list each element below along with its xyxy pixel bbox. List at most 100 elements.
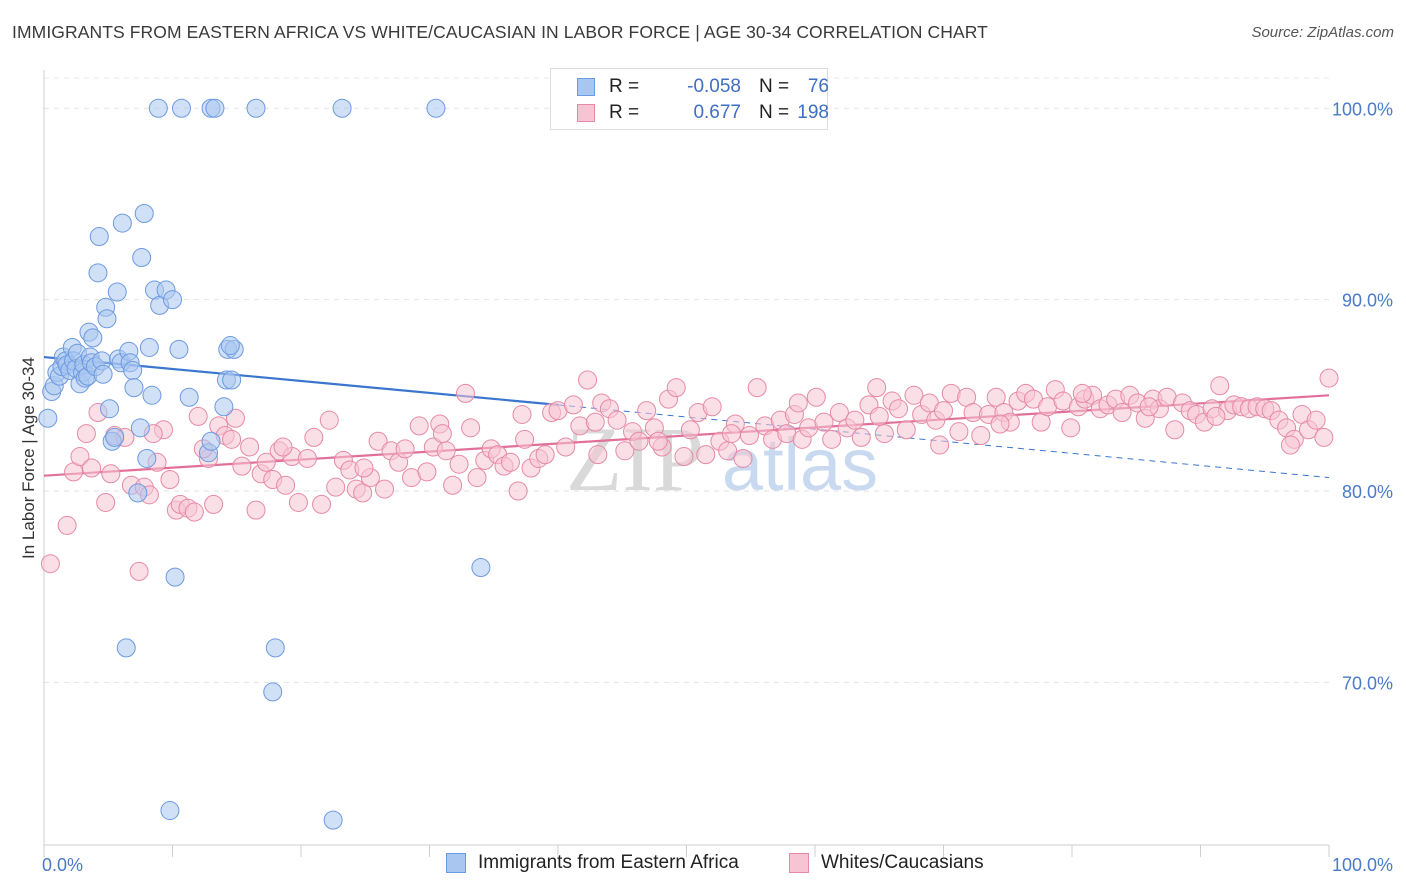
data-point: [629, 431, 649, 451]
data-point: [124, 378, 144, 398]
data-point: [1314, 427, 1334, 447]
data-point: [851, 427, 871, 447]
data-point: [368, 431, 388, 451]
data-point: [467, 468, 487, 488]
data-point: [535, 445, 555, 465]
data-point: [395, 439, 415, 459]
data-point: [1210, 376, 1230, 396]
legend-n-value: 198: [797, 102, 829, 123]
data-point: [500, 452, 520, 472]
data-point: [1112, 403, 1132, 423]
series-eastern-africa: [38, 98, 491, 830]
data-point: [563, 395, 583, 415]
data-point: [76, 424, 96, 444]
legend-n-label: N =: [759, 76, 790, 97]
data-point: [739, 425, 759, 445]
data-point: [319, 410, 339, 430]
data-point: [297, 448, 317, 468]
data-point: [680, 420, 700, 440]
data-point: [70, 447, 90, 467]
series-whites: [40, 368, 1339, 581]
data-point: [1061, 418, 1081, 438]
data-point: [232, 456, 252, 476]
data-point: [889, 399, 909, 419]
data-point: [607, 410, 627, 430]
chart-title: IMMIGRANTS FROM EASTERN AFRICA VS WHITE/…: [12, 22, 988, 42]
data-points: [38, 98, 1339, 830]
y-tick-label: 70.0%: [1342, 673, 1393, 693]
bottom-legend-label: Whites/Caucasians: [821, 852, 984, 873]
data-point: [674, 447, 694, 467]
data-point: [461, 418, 481, 438]
data-point: [184, 502, 204, 522]
data-point: [867, 378, 887, 398]
data-point: [214, 397, 234, 417]
data-point: [288, 492, 308, 512]
data-point: [101, 464, 121, 484]
data-point: [515, 429, 535, 449]
data-point: [666, 378, 686, 398]
data-point: [179, 387, 199, 407]
y-axis-label: In Labor Force | Age 30-34: [19, 357, 38, 559]
y-tick-label: 100.0%: [1332, 99, 1393, 119]
data-point: [96, 492, 116, 512]
bottom-legend-label: Immigrants from Eastern Africa: [478, 852, 739, 873]
data-point: [326, 477, 346, 497]
data-point: [814, 412, 834, 432]
data-point: [1072, 383, 1092, 403]
data-point: [747, 378, 767, 398]
data-point: [449, 454, 469, 474]
data-point: [443, 475, 463, 495]
data-point: [204, 494, 224, 514]
data-point: [332, 98, 352, 118]
data-point: [139, 337, 159, 357]
axes: [43, 70, 1330, 857]
data-point: [588, 445, 608, 465]
data-point: [896, 420, 916, 440]
data-point: [615, 441, 635, 461]
data-point: [1165, 420, 1185, 440]
data-point: [134, 204, 154, 224]
data-point: [128, 483, 148, 503]
data-point: [1206, 406, 1226, 426]
data-point: [160, 470, 180, 490]
data-point: [508, 481, 528, 501]
data-point: [105, 427, 125, 447]
legend-r-label: R =: [609, 102, 640, 123]
data-point: [432, 424, 452, 444]
data-point: [471, 558, 491, 578]
data-point: [990, 414, 1010, 434]
data-point: [107, 282, 127, 302]
data-point: [696, 445, 716, 465]
data-point: [585, 412, 605, 432]
data-point: [246, 98, 266, 118]
data-point: [1306, 410, 1326, 430]
bottom-legend-swatch-pink: [789, 853, 809, 873]
legend-swatch-pink: [577, 104, 595, 122]
data-point: [222, 429, 242, 449]
data-point: [455, 383, 475, 403]
data-point: [82, 458, 102, 478]
tick-labels: 100.0% 90.0% 80.0% 70.0% 0.0% 100.0%: [42, 99, 1393, 875]
data-point: [869, 406, 889, 426]
data-point: [263, 682, 283, 702]
x-tick-label: 100.0%: [1332, 855, 1393, 875]
data-point: [648, 431, 668, 451]
data-point: [165, 567, 185, 587]
data-point: [205, 98, 225, 118]
data-point: [240, 437, 260, 457]
data-point: [426, 98, 446, 118]
data-point: [112, 213, 132, 233]
data-point: [256, 452, 276, 472]
data-point: [578, 370, 598, 390]
data-point: [116, 638, 136, 658]
data-point: [265, 638, 285, 658]
data-point: [201, 431, 221, 451]
data-point: [38, 408, 58, 428]
data-point: [702, 397, 722, 417]
data-point: [100, 399, 120, 419]
data-point: [188, 406, 208, 426]
data-point: [304, 427, 324, 447]
data-point: [130, 418, 150, 438]
data-point: [83, 328, 103, 348]
